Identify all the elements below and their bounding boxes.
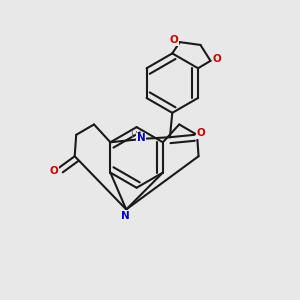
Text: O: O (213, 54, 221, 64)
Text: O: O (170, 35, 179, 45)
Text: O: O (196, 128, 205, 138)
Text: N: N (121, 211, 130, 221)
Text: H: H (130, 130, 137, 140)
Text: N: N (137, 133, 146, 143)
Text: O: O (50, 166, 58, 176)
